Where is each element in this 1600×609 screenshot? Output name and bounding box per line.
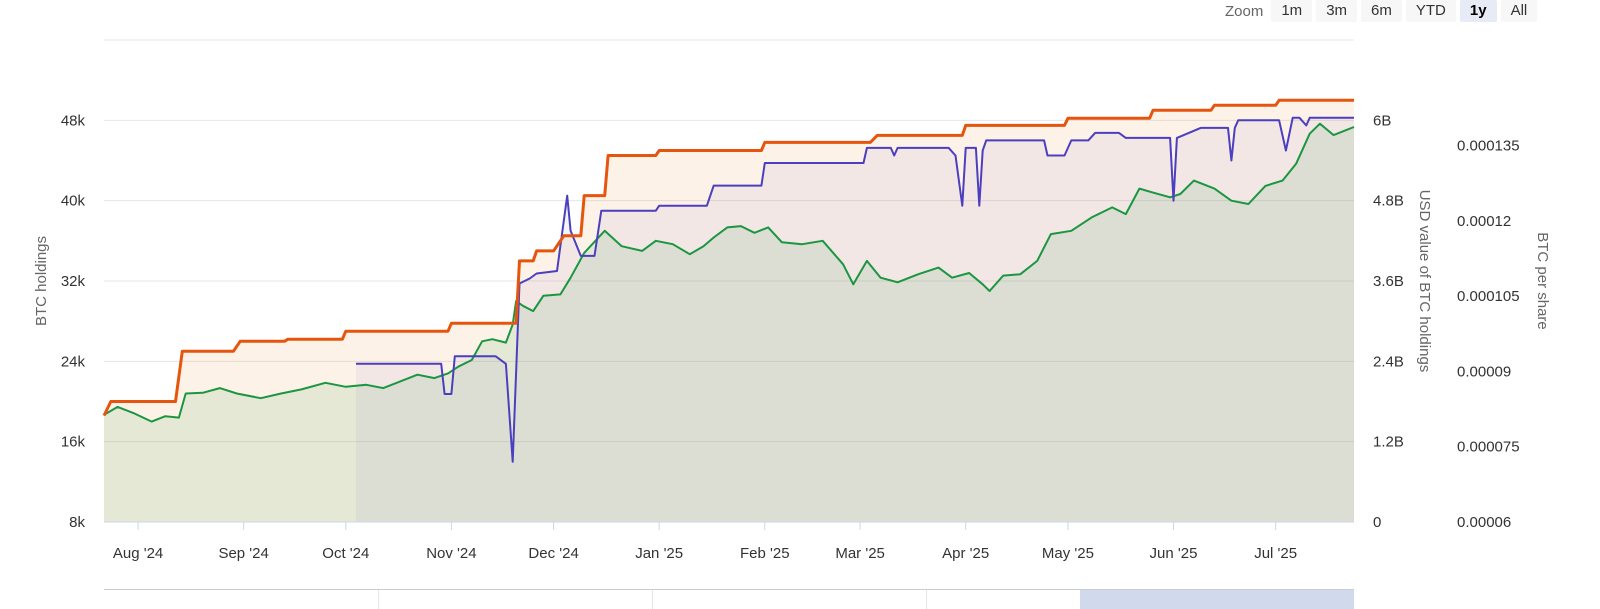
x-tick-label: Jan '25 bbox=[635, 545, 683, 562]
y-left-tick-label: 16k bbox=[61, 434, 86, 451]
x-tick-label: Mar '25 bbox=[835, 545, 885, 562]
y-share-tick-label: 0.00006 bbox=[1457, 514, 1511, 531]
btc-holdings-line bbox=[102, 98, 1354, 417]
y-left-tick-label: 24k bbox=[61, 353, 86, 370]
zoom-6m-button[interactable]: 6m bbox=[1361, 0, 1402, 22]
y-left-tick-label: 40k bbox=[61, 193, 86, 210]
y-left-tick-label: 32k bbox=[61, 273, 86, 290]
y-usd-tick-label: 6B bbox=[1373, 112, 1391, 129]
usd-value-line bbox=[103, 122, 1355, 423]
x-tick-label: Nov '24 bbox=[426, 545, 476, 562]
x-tick-label: Jul '25 bbox=[1254, 545, 1297, 562]
series-lines bbox=[102, 98, 1355, 463]
chart-plot: Aug '24 Sep '24 Oct '24 Nov '24 Dec '24 Jan '… bbox=[33, 39, 1551, 562]
zoom-all-button[interactable]: All bbox=[1500, 0, 1538, 22]
x-tick-label: Aug '24 bbox=[113, 545, 163, 562]
y-usd-tick-label: 4.8B bbox=[1373, 193, 1404, 210]
x-tick-label: Apr '25 bbox=[942, 545, 989, 562]
x-tick-label: Jun '25 bbox=[1150, 545, 1198, 562]
navigator-grid-line bbox=[926, 590, 927, 609]
x-tick-label: Feb '25 bbox=[740, 545, 790, 562]
btc-per-share-area bbox=[356, 117, 1354, 523]
btc-per-share-line bbox=[356, 116, 1354, 463]
y-share-axis-title: BTC per share bbox=[1534, 232, 1551, 330]
y-usd-axis-title: USD value of BTC holdings bbox=[1416, 190, 1433, 373]
zoom-label: Zoom bbox=[1225, 2, 1264, 20]
usd-value-area bbox=[104, 123, 1354, 522]
series-area-fills bbox=[104, 100, 1354, 523]
y-usd-tick-label: 3.6B bbox=[1373, 273, 1404, 290]
y-share-tick-label: 0.000135 bbox=[1457, 137, 1520, 154]
y-usd-tick-label: 0 bbox=[1373, 514, 1381, 531]
axes: Aug '24 Sep '24 Oct '24 Nov '24 Dec '24 Jan '… bbox=[33, 112, 1551, 562]
range-navigator[interactable] bbox=[104, 589, 1354, 609]
y-share-tick-label: 0.00012 bbox=[1457, 213, 1511, 230]
y-usd-tick-label: 2.4B bbox=[1373, 353, 1404, 370]
btc-holdings-area bbox=[104, 100, 1354, 523]
y-left-axis-title: BTC holdings bbox=[33, 236, 50, 326]
zoom-3m-button[interactable]: 3m bbox=[1316, 0, 1358, 22]
y-share-tick-label: 0.00009 bbox=[1457, 363, 1511, 380]
navigator-grid-line bbox=[378, 590, 379, 609]
y-share-tick-label: 0.000075 bbox=[1457, 439, 1520, 456]
navigator-selected-range[interactable] bbox=[1080, 590, 1354, 609]
y-usd-tick-label: 1.2B bbox=[1373, 434, 1404, 451]
x-tick-label: Sep '24 bbox=[218, 545, 268, 562]
zoom-ytd-button[interactable]: YTD bbox=[1405, 0, 1456, 22]
navigator-grid-line bbox=[652, 590, 653, 609]
y-left-tick-label: 8k bbox=[69, 514, 85, 531]
x-tick-label: Dec '24 bbox=[528, 545, 578, 562]
x-tick-label: Oct '24 bbox=[322, 545, 369, 562]
y-share-tick-label: 0.000105 bbox=[1457, 288, 1520, 305]
zoom-1m-button[interactable]: 1m bbox=[1271, 0, 1313, 22]
zoom-bar: Zoom 1m 3m 6m YTD 1y All bbox=[1225, 0, 1538, 22]
zoom-1y-button[interactable]: 1y bbox=[1459, 0, 1497, 22]
x-tick-label: May '25 bbox=[1042, 545, 1094, 562]
y-left-tick-label: 48k bbox=[61, 112, 86, 129]
